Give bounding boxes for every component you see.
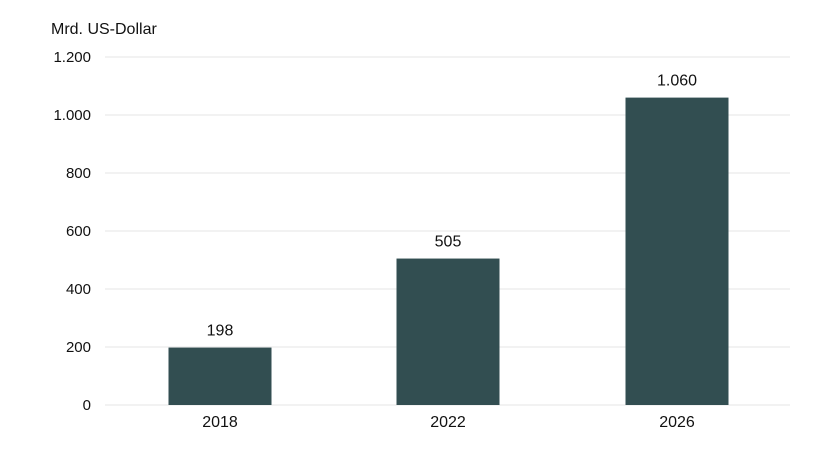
x-axis-ticks: 2018 2022 2026 (202, 414, 695, 431)
y-tick-label: 600 (66, 223, 91, 240)
value-label-2018: 198 (207, 323, 234, 340)
value-label-2022: 505 (435, 234, 462, 251)
y-axis-ticks: 0 200 400 600 800 1.000 1.200 (53, 49, 91, 414)
bar-2026 (625, 97, 729, 405)
y-tick-label: 1.200 (53, 49, 91, 66)
bar-2022 (396, 258, 500, 405)
bars (168, 97, 729, 405)
x-tick-label-2026: 2026 (659, 414, 695, 431)
y-tick-label: 1.000 (53, 107, 91, 124)
value-label-2026: 1.060 (657, 73, 697, 90)
y-tick-label: 800 (66, 165, 91, 182)
bar-2018 (168, 347, 272, 405)
y-axis-unit-label: Mrd. US-Dollar (51, 21, 157, 38)
y-tick-label: 400 (66, 281, 91, 298)
y-tick-label: 200 (66, 339, 91, 356)
x-tick-label-2018: 2018 (202, 414, 238, 431)
x-tick-label-2022: 2022 (430, 414, 466, 431)
value-labels: 198 505 1.060 (207, 73, 697, 340)
y-tick-label: 0 (83, 397, 91, 414)
